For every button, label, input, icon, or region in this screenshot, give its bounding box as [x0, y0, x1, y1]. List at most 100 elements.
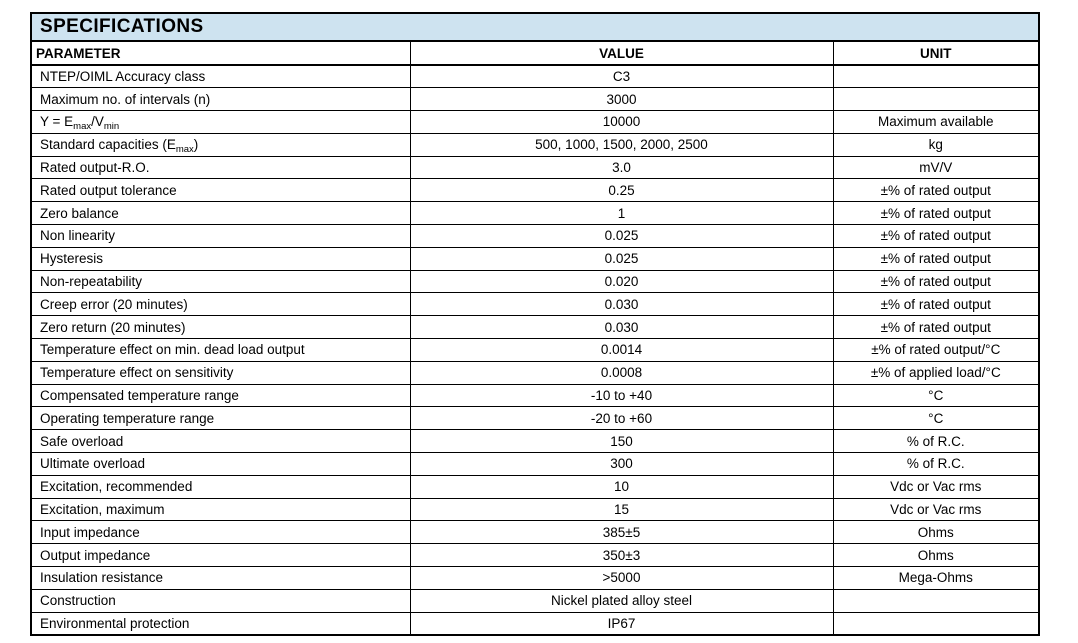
value-cell: 10000	[410, 110, 834, 134]
parameter-cell: Rated output tolerance	[31, 178, 411, 203]
table-row: Hysteresis 0.025 ±% of rated output	[31, 247, 1040, 271]
table-row: Excitation, maximum 15 Vdc or Vac rms	[31, 498, 1040, 522]
value-cell: 0.025	[410, 224, 834, 248]
value-cell: 0.0014	[410, 338, 834, 362]
parameter-cell: Creep error (20 minutes)	[31, 292, 411, 317]
unit-cell: % of R.C.	[833, 429, 1040, 454]
value-cell: 300	[410, 452, 834, 476]
value-cell: 0.020	[410, 270, 834, 294]
table-row: Standard capacities (Emax) 500, 1000, 150…	[31, 133, 1040, 157]
table-body: NTEP/OIML Accuracy class C3 Maximum no. of…	[31, 65, 1040, 636]
value-cell: 385±5	[410, 520, 834, 545]
unit-cell: kg	[833, 133, 1040, 157]
table-row: Creep error (20 minutes) 0.030 ±% of rated…	[31, 292, 1040, 317]
parameter-cell: Temperature effect on min. dead load out…	[31, 338, 411, 362]
unit-cell	[833, 589, 1040, 613]
unit-cell: ±% of applied load/°C	[833, 361, 1040, 385]
table-row: Temperature effect on min. dead load out…	[31, 338, 1040, 362]
specifications-table: SPECIFICATIONS PARAMETER VALUE UNIT NTEP…	[30, 12, 1041, 636]
unit-cell: mV/V	[833, 156, 1040, 180]
table-row: Maximum no. of intervals (n) 3000	[31, 87, 1040, 112]
parameter-cell: Maximum no. of intervals (n)	[31, 87, 411, 112]
page-title: SPECIFICATIONS	[31, 13, 1040, 42]
table-row: Output impedance 350±3 Ohms	[31, 543, 1040, 568]
parameter-cell: Excitation, recommended	[31, 475, 411, 499]
table-row: Insulation resistance >5000 Mega-Ohms	[31, 566, 1040, 590]
table-row: Operating temperature range -20 to +60 °C	[31, 406, 1040, 431]
value-cell: 3.0	[410, 156, 834, 180]
value-cell: 0.025	[410, 247, 834, 271]
parameter-cell: Rated output-R.O.	[31, 156, 411, 180]
table-row: Y = Emax/Vmin 10000 Maximum available	[31, 110, 1040, 134]
value-cell: 0.0008	[410, 361, 834, 385]
unit-cell: Maximum available	[833, 110, 1040, 134]
table-row: Rated output tolerance 0.25 ±% of rated ou…	[31, 178, 1040, 203]
table-row: Rated output-R.O. 3.0 mV/V	[31, 156, 1040, 180]
unit-cell: ±% of rated output	[833, 201, 1040, 226]
table-row: Non linearity 0.025 ±% of rated output	[31, 224, 1040, 248]
table-row: Safe overload 150% of R.C.	[31, 429, 1040, 454]
value-cell: 0.030	[410, 315, 834, 340]
value-cell: 10	[410, 475, 834, 499]
value-cell: 0.030	[410, 292, 834, 317]
table-row: Excitation, recommended 10 Vdc or Vac rms	[31, 475, 1040, 499]
unit-cell: % of R.C.	[833, 452, 1040, 476]
column-header-value: VALUE	[410, 41, 834, 66]
parameter-cell: Non linearity	[31, 224, 411, 248]
table-row: Ultimate overload 300% of R.C.	[31, 452, 1040, 476]
value-cell: 3000	[410, 87, 834, 112]
value-cell: C3	[410, 65, 834, 89]
value-cell: Nickel plated alloy steel	[410, 589, 834, 613]
table-row: Construction Nickel plated alloy steel	[31, 589, 1040, 613]
unit-cell: ±% of rated output	[833, 224, 1040, 248]
value-cell: -20 to +60	[410, 406, 834, 431]
parameter-cell: Non-repeatability	[31, 270, 411, 294]
value-cell: >5000	[410, 566, 834, 590]
table-row: NTEP/OIML Accuracy class C3	[31, 65, 1040, 89]
column-header-unit: UNIT	[833, 41, 1040, 66]
table-title-row: SPECIFICATIONS	[31, 13, 1040, 42]
unit-cell: ±% of rated output/°C	[833, 338, 1040, 362]
unit-cell	[833, 87, 1040, 112]
unit-cell: ±% of rated output	[833, 247, 1040, 271]
parameter-cell: Insulation resistance	[31, 566, 411, 590]
value-cell: -10 to +40	[410, 384, 834, 408]
parameter-cell: Compensated temperature range	[31, 384, 411, 408]
parameter-cell: Operating temperature range	[31, 406, 411, 431]
parameter-cell: Temperature effect on sensitivity	[31, 361, 411, 385]
unit-cell: Mega-Ohms	[833, 566, 1040, 590]
parameter-cell: Safe overload	[31, 429, 411, 454]
table-row: Zero balance 1 ±% of rated output	[31, 201, 1040, 226]
value-cell: 15	[410, 498, 834, 522]
parameter-cell: Zero balance	[31, 201, 411, 226]
value-cell: IP67	[410, 612, 834, 636]
parameter-cell: Input impedance	[31, 520, 411, 545]
table-row: Environmental protection IP67	[31, 612, 1040, 636]
unit-cell: °C	[833, 406, 1040, 431]
value-cell: 150	[410, 429, 834, 454]
parameter-cell: NTEP/OIML Accuracy class	[31, 65, 411, 89]
parameter-cell: Excitation, maximum	[31, 498, 411, 522]
parameter-cell: Construction	[31, 589, 411, 613]
value-cell: 1	[410, 201, 834, 226]
value-cell: 500, 1000, 1500, 2000, 2500	[410, 133, 834, 157]
table-row: Compensated temperature range -10 to +40 °…	[31, 384, 1040, 408]
unit-cell: ±% of rated output	[833, 292, 1040, 317]
parameter-cell: Output impedance	[31, 543, 411, 568]
unit-cell: ±% of rated output	[833, 178, 1040, 203]
unit-cell: Vdc or Vac rms	[833, 498, 1040, 522]
unit-cell: Vdc or Vac rms	[833, 475, 1040, 499]
parameter-cell: Zero return (20 minutes)	[31, 315, 411, 340]
unit-cell: ±% of rated output	[833, 315, 1040, 340]
table-row: Zero return (20 minutes) 0.030 ±% of rated…	[31, 315, 1040, 340]
unit-cell: Ohms	[833, 520, 1040, 545]
value-cell: 0.25	[410, 178, 834, 203]
parameter-cell: Standard capacities (Emax)	[31, 133, 411, 157]
unit-cell: ±% of rated output	[833, 270, 1040, 294]
table-header-row: PARAMETER VALUE UNIT	[31, 41, 1040, 66]
table-row: Temperature effect on sensitivity 0.0008 ±…	[31, 361, 1040, 385]
unit-cell: Ohms	[833, 543, 1040, 568]
parameter-cell: Ultimate overload	[31, 452, 411, 476]
parameter-cell: Environmental protection	[31, 612, 411, 636]
